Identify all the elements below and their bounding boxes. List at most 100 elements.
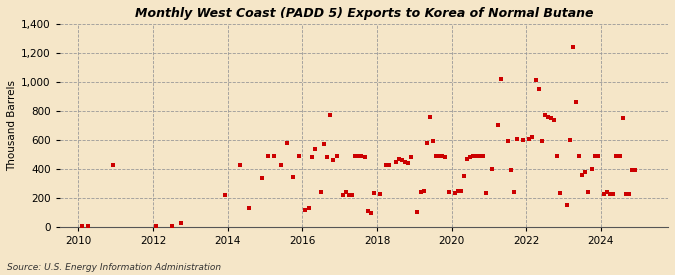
- Point: [568, 45, 578, 49]
- Point: [477, 154, 488, 158]
- Point: [406, 155, 416, 160]
- Point: [468, 154, 479, 158]
- Point: [471, 154, 482, 158]
- Point: [263, 154, 273, 158]
- Point: [539, 113, 550, 117]
- Point: [475, 154, 485, 158]
- Point: [577, 173, 588, 177]
- Point: [427, 139, 438, 144]
- Point: [412, 210, 423, 214]
- Point: [166, 224, 177, 229]
- Point: [458, 174, 469, 178]
- Point: [338, 193, 348, 197]
- Point: [462, 157, 472, 161]
- Point: [518, 138, 529, 142]
- Point: [303, 206, 314, 210]
- Point: [630, 168, 641, 173]
- Point: [256, 175, 267, 180]
- Point: [608, 191, 619, 196]
- Point: [340, 190, 351, 194]
- Point: [381, 163, 392, 167]
- Point: [487, 167, 497, 171]
- Point: [294, 154, 304, 158]
- Point: [599, 191, 610, 196]
- Point: [176, 221, 186, 225]
- Point: [552, 154, 563, 158]
- Point: [564, 138, 575, 142]
- Point: [530, 78, 541, 83]
- Point: [456, 189, 466, 193]
- Point: [537, 139, 547, 144]
- Point: [244, 206, 255, 210]
- Point: [524, 136, 535, 141]
- Point: [605, 191, 616, 196]
- Point: [496, 77, 507, 81]
- Point: [347, 193, 358, 197]
- Point: [365, 210, 376, 215]
- Point: [375, 191, 385, 196]
- Point: [384, 163, 395, 167]
- Y-axis label: Thousand Barrels: Thousand Barrels: [7, 80, 17, 171]
- Point: [107, 163, 118, 167]
- Point: [601, 190, 612, 194]
- Point: [300, 207, 310, 212]
- Point: [356, 154, 367, 158]
- Point: [390, 160, 401, 164]
- Point: [350, 154, 360, 158]
- Point: [555, 191, 566, 195]
- Point: [328, 158, 339, 163]
- Point: [450, 191, 460, 195]
- Point: [593, 154, 603, 158]
- Point: [275, 163, 286, 167]
- Point: [561, 203, 572, 207]
- Point: [151, 224, 161, 229]
- Point: [614, 154, 625, 158]
- Point: [322, 155, 333, 160]
- Point: [570, 100, 581, 104]
- Point: [574, 154, 585, 158]
- Title: Monthly West Coast (PADD 5) Exports to Korea of Normal Butane: Monthly West Coast (PADD 5) Exports to K…: [134, 7, 593, 20]
- Point: [437, 154, 448, 158]
- Point: [306, 155, 317, 160]
- Point: [421, 141, 432, 145]
- Point: [431, 154, 441, 158]
- Point: [545, 116, 556, 120]
- Point: [626, 168, 637, 173]
- Point: [502, 139, 513, 144]
- Point: [325, 113, 335, 117]
- Point: [400, 160, 410, 164]
- Point: [319, 142, 329, 147]
- Point: [359, 155, 370, 160]
- Point: [611, 154, 622, 158]
- Point: [434, 154, 445, 158]
- Point: [269, 154, 279, 158]
- Point: [549, 117, 560, 122]
- Point: [425, 115, 435, 119]
- Point: [586, 167, 597, 171]
- Point: [465, 155, 476, 160]
- Point: [481, 191, 491, 195]
- Point: [418, 189, 429, 193]
- Point: [235, 163, 246, 167]
- Point: [344, 193, 354, 197]
- Point: [580, 170, 591, 174]
- Point: [353, 154, 364, 158]
- Point: [281, 141, 292, 145]
- Point: [527, 135, 538, 139]
- Point: [624, 191, 634, 196]
- Point: [533, 87, 544, 91]
- Point: [589, 154, 600, 158]
- Point: [508, 190, 519, 194]
- Point: [362, 209, 373, 213]
- Point: [452, 189, 463, 193]
- Point: [82, 224, 93, 229]
- Point: [316, 190, 327, 194]
- Point: [512, 136, 522, 141]
- Point: [506, 168, 516, 173]
- Point: [396, 158, 407, 163]
- Point: [288, 175, 298, 179]
- Point: [331, 154, 342, 158]
- Point: [309, 147, 320, 152]
- Text: Source: U.S. Energy Information Administration: Source: U.S. Energy Information Administ…: [7, 263, 221, 272]
- Point: [617, 116, 628, 120]
